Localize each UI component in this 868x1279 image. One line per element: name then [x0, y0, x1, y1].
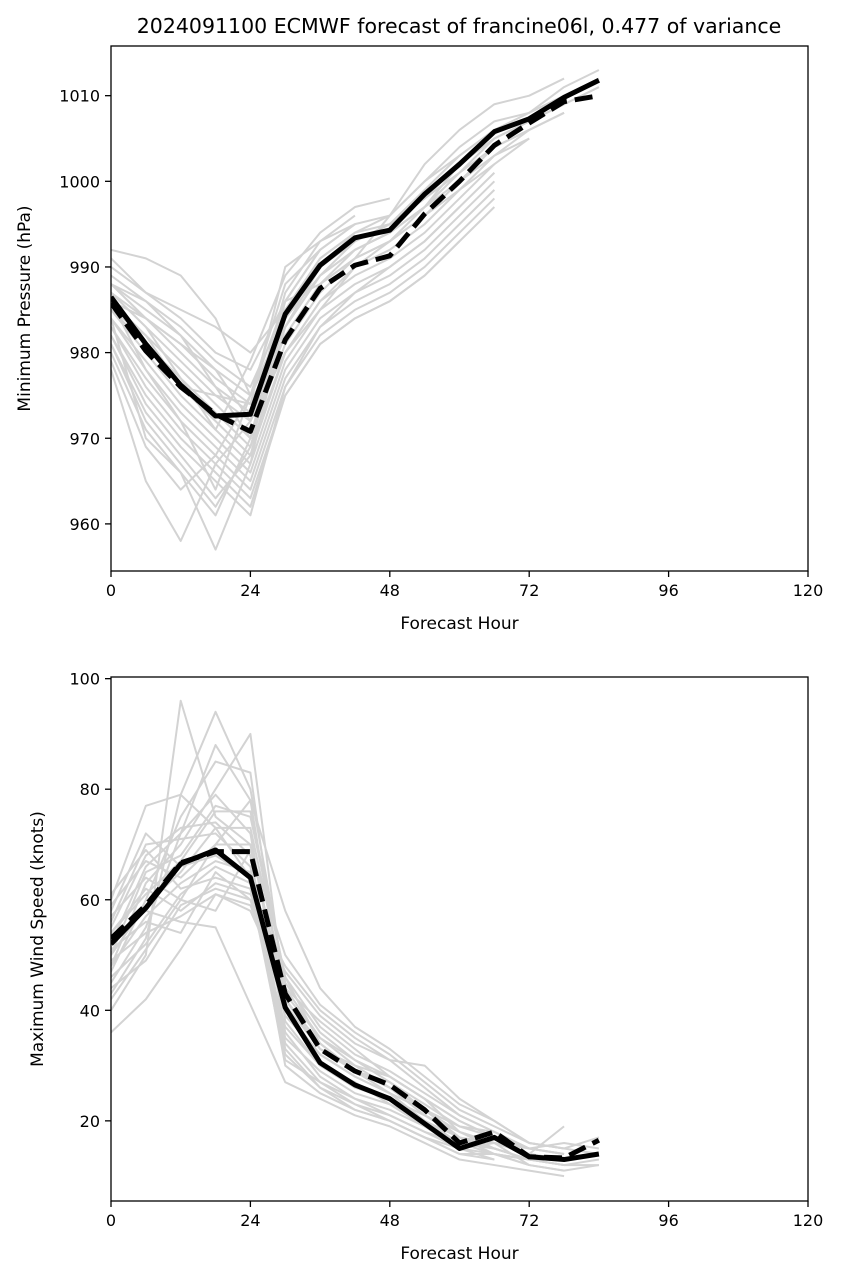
pressure-ensemble-line-4	[111, 103, 565, 397]
pressure-y-axis-label: Minimum Pressure (hPa)	[15, 205, 35, 411]
pressure-ensemble-line-26	[111, 223, 356, 405]
wind-y-axis-label: Maximum Wind Speed (knots)	[28, 811, 48, 1067]
pressure-ensemble-line-17	[111, 206, 461, 517]
pressure-ytick-label: 990	[69, 258, 100, 277]
pressure-xtick-label: 24	[240, 581, 260, 600]
pressure-ensemble-line-13	[111, 189, 496, 483]
pressure-ensemble-line-1	[111, 86, 600, 354]
pressure-ensemble-line-24	[111, 249, 321, 491]
wind-xtick-label: 0	[106, 1211, 116, 1230]
pressure-ensemble-line-16	[111, 240, 461, 508]
wind-dashed-line	[111, 849, 601, 1161]
pressure-xtick-label: 120	[793, 581, 824, 600]
chart-title: 2024091100 ECMWF forecast of francine06l…	[137, 14, 782, 38]
pressure-ytick-label: 970	[69, 429, 100, 448]
wind-ytick-label: 60	[80, 891, 100, 910]
pressure-axes-frame	[110, 45, 809, 572]
wind-ensemble-line-14	[111, 849, 565, 1150]
wind-ensemble-line-23	[111, 826, 530, 1150]
wind-plot-area	[111, 699, 601, 1178]
pressure-ensemble-line-12	[111, 180, 496, 474]
pressure-plot-area	[111, 69, 601, 551]
wind-xtick-label: 72	[519, 1211, 539, 1230]
wind-solid-line	[111, 847, 600, 1163]
pressure-ytick-label: 1000	[59, 172, 100, 191]
wind-ytick-label: 80	[80, 780, 100, 799]
pressure-ytick-label: 960	[69, 515, 100, 534]
pressure-xtick-label: 96	[658, 581, 678, 600]
wind-xtick-label: 96	[658, 1211, 678, 1230]
wind-xtick-label: 24	[240, 1211, 260, 1230]
pressure-xtick-label: 72	[519, 581, 539, 600]
wind-ensemble-line-1	[111, 699, 600, 1167]
pressure-panel: 0 24 48 72 96 120 960 970 980 990 1000 1010 Forecast…	[15, 45, 824, 634]
pressure-xtick-label: 48	[380, 581, 400, 600]
wind-ytick-label: 20	[80, 1112, 100, 1131]
wind-ensemble-line-7	[111, 793, 495, 1161]
pressure-xtick-label: 0	[106, 581, 116, 600]
wind-ensemble-line-24	[111, 810, 495, 1133]
pressure-ensemble-line-27	[111, 77, 565, 440]
pressure-ensemble-line-20	[111, 231, 356, 517]
wind-ensemble-line-17	[111, 871, 600, 1156]
wind-ensemble-line-6	[111, 804, 565, 1172]
pressure-ensemble-line-21	[111, 223, 356, 491]
pressure-x-axis-label: Forecast Hour	[400, 614, 518, 634]
wind-x-axis-label: Forecast Hour	[400, 1244, 518, 1264]
wind-ensemble-line-18	[111, 893, 565, 1161]
wind-ensemble-line-21	[111, 860, 565, 1161]
wind-ensemble-line-13	[111, 799, 600, 1150]
pressure-ytick-label: 1010	[59, 87, 100, 106]
wind-ytick-label: 40	[80, 1001, 100, 1020]
pressure-dashed-line	[111, 93, 600, 434]
wind-axes-frame	[110, 676, 809, 1202]
wind-ensemble-line-11	[111, 793, 565, 1161]
wind-ytick-label: 100	[69, 670, 100, 689]
wind-panel: 0 24 48 72 96 120 20 40 60 80 100 Forecast Hour Maxi…	[28, 670, 823, 1264]
wind-xtick-label: 48	[380, 1211, 400, 1230]
pressure-ytick-label: 980	[69, 344, 100, 363]
pressure-solid-line	[111, 78, 601, 419]
pressure-ensemble-line-25	[111, 197, 391, 431]
wind-xtick-label: 120	[793, 1211, 824, 1230]
wind-ensemble-line-20	[111, 887, 565, 1156]
